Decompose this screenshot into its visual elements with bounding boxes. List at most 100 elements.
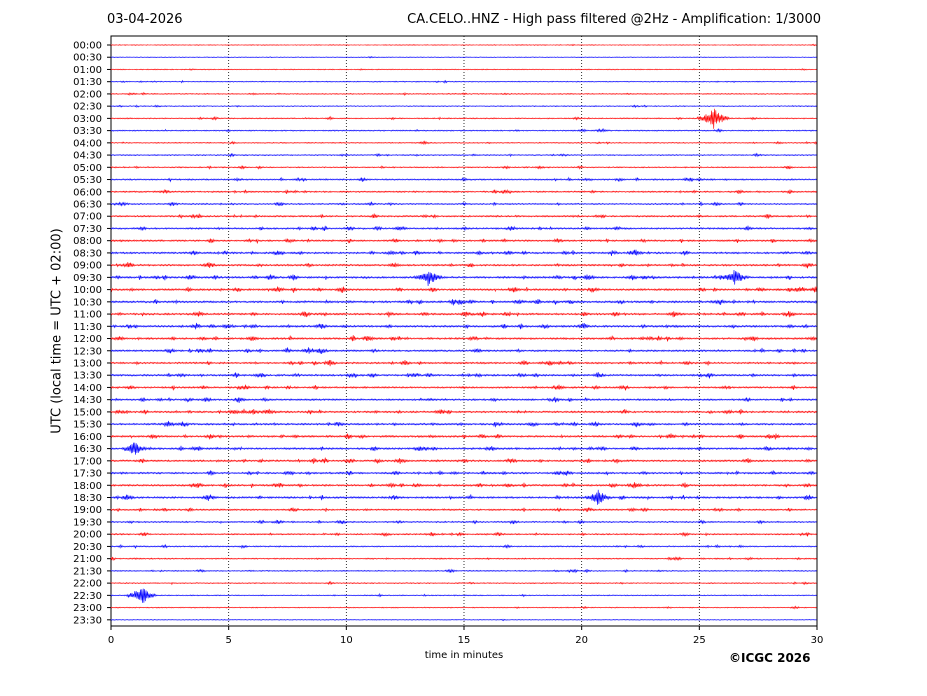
y-tick-label: 15:30 (73, 420, 102, 431)
y-tick-label: 10:00 (73, 285, 102, 296)
trace-1400 (110, 384, 817, 391)
trace-1700 (110, 457, 817, 464)
y-tick-label: 10:30 (73, 297, 102, 308)
y-tick-label: 20:30 (73, 542, 102, 553)
trace-1730 (110, 470, 817, 476)
x-tick-label: 10 (340, 635, 353, 646)
trace-1900 (110, 507, 817, 513)
x-tick-label: 0 (108, 635, 114, 646)
trace-1230 (110, 347, 817, 354)
y-tick-label: 08:30 (73, 248, 102, 259)
trace-0600 (110, 188, 817, 195)
trace-2230 (110, 588, 817, 603)
y-tick-label: 21:30 (73, 566, 102, 577)
trace-0700 (110, 213, 817, 220)
trace-1130 (110, 322, 817, 330)
trace-1930 (110, 519, 817, 525)
y-tick-label: 00:30 (73, 53, 102, 64)
chart-date: 03-04-2026 (107, 12, 183, 27)
y-tick-label: 03:00 (73, 114, 102, 125)
y-tick-label: 18:00 (73, 481, 102, 492)
y-tick-label: 05:00 (73, 163, 102, 174)
trace-2200 (110, 580, 817, 586)
y-tick-label: 04:30 (73, 151, 102, 162)
trace-0400 (110, 140, 817, 145)
y-tick-label: 12:30 (73, 346, 102, 357)
y-tick-label: 04:00 (73, 138, 102, 149)
trace-0630 (110, 201, 817, 207)
trace-0230 (110, 104, 817, 109)
trace-0130 (110, 79, 817, 84)
trace-2000 (110, 531, 817, 537)
y-tick-label: 16:30 (73, 444, 102, 455)
y-tick-label: 19:30 (73, 517, 102, 528)
y-tick-label: 01:30 (73, 77, 102, 88)
y-tick-label: 06:00 (73, 187, 102, 198)
y-tick-label: 13:30 (73, 371, 102, 382)
y-tick-label: 03:30 (73, 126, 102, 137)
y-tick-label: 17:30 (73, 469, 102, 480)
trace-1630 (110, 442, 817, 455)
trace-0500 (110, 165, 817, 170)
y-tick-label: 07:00 (73, 212, 102, 223)
y-tick-label: 18:30 (73, 493, 102, 504)
y-tick-label: 16:00 (73, 432, 102, 443)
y-tick-label: 22:30 (73, 591, 102, 602)
trace-1500 (110, 408, 817, 415)
trace-0100 (110, 68, 817, 71)
y-tick-label: 13:00 (73, 358, 102, 369)
y-tick-label: 09:00 (73, 261, 102, 272)
y-tick-label: 06:30 (73, 199, 102, 210)
trace-0530 (110, 176, 817, 183)
y-tick-label: 17:00 (73, 456, 102, 467)
y-tick-label: 07:30 (73, 224, 102, 235)
x-tick-label: 20 (575, 635, 588, 646)
y-tick-label: 21:00 (73, 554, 102, 565)
y-tick-label: 09:30 (73, 273, 102, 284)
trace-1030 (110, 298, 817, 306)
y-tick-label: 23:30 (73, 615, 102, 626)
trace-0730 (110, 225, 817, 232)
trace-1000 (110, 286, 817, 293)
trace-0330 (110, 127, 817, 133)
y-tick-label: 14:30 (73, 395, 102, 406)
trace-2300 (110, 605, 817, 610)
y-tick-label: 15:00 (73, 407, 102, 418)
trace-2330 (110, 618, 817, 622)
y-tick-label: 23:00 (73, 603, 102, 614)
trace-1830 (110, 489, 817, 505)
trace-1330 (110, 372, 817, 379)
trace-0930 (110, 269, 817, 287)
trace-0030 (110, 55, 817, 59)
trace-0900 (110, 262, 817, 269)
y-tick-label: 22:00 (73, 579, 102, 590)
copyright-label: ©ICGC 2026 (729, 651, 811, 665)
x-tick-label: 30 (811, 635, 824, 646)
x-axis-label: time in minutes (424, 650, 504, 661)
y-tick-label: 11:00 (73, 310, 102, 321)
trace-0830 (110, 249, 817, 257)
trace-1300 (110, 359, 817, 367)
y-tick-label: 00:00 (73, 41, 102, 52)
y-tick-label: 12:00 (73, 334, 102, 345)
x-tick-label: 5 (225, 635, 231, 646)
x-tick-label: 25 (693, 635, 706, 646)
trace-0300 (110, 108, 817, 129)
trace-2030 (110, 543, 817, 550)
y-tick-label: 19:00 (73, 505, 102, 516)
trace-1100 (110, 311, 817, 318)
y-tick-label: 01:00 (73, 65, 102, 76)
trace-1530 (110, 420, 817, 428)
y-tick-label: 05:30 (73, 175, 102, 186)
trace-2100 (110, 556, 817, 562)
x-tick-label: 15 (458, 635, 471, 646)
y-tick-label: 11:30 (73, 322, 102, 333)
y-tick-label: 02:30 (73, 102, 102, 113)
y-tick-label: 14:00 (73, 383, 102, 394)
trace-2130 (110, 568, 817, 574)
y-tick-label: 08:00 (73, 236, 102, 247)
trace-0000 (110, 43, 817, 47)
chart-title: CA.CELO..HNZ - High pass filtered @2Hz -… (407, 12, 821, 27)
trace-1200 (110, 335, 817, 342)
